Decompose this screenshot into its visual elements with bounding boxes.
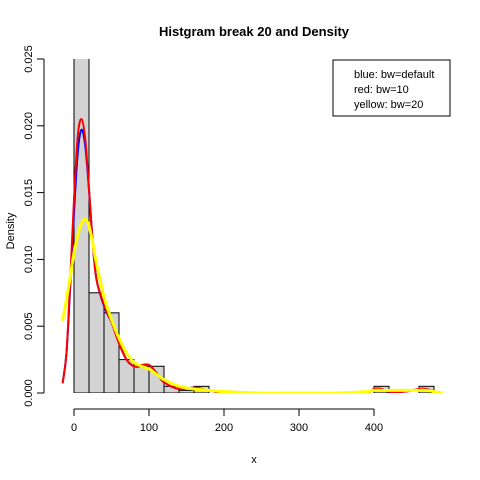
- y-tick-label-4: 0.020: [23, 112, 35, 140]
- density-curves: [61, 118, 443, 393]
- density-curve-2: [61, 217, 443, 393]
- y-tick-label-5: 0.025: [23, 45, 35, 73]
- density-curve-1: [61, 118, 443, 393]
- y-tick-label-1: 0.005: [23, 312, 35, 340]
- y-tick-label-0: 0.000: [23, 379, 35, 407]
- x-tick-label-3: 300: [290, 422, 308, 434]
- axes: 0 100 200 300 400 0.000 0.005 0.010 0.015 0.020 0.…: [23, 45, 383, 434]
- y-axis-label: Density: [5, 212, 17, 249]
- histogram-bar-0: [73, 59, 90, 393]
- y-tick-label-3: 0.015: [23, 179, 35, 207]
- histogram-bar-4: [133, 365, 150, 393]
- legend-entry-blue: blue: bw=default: [354, 69, 434, 81]
- x-axis-label: x: [251, 454, 257, 466]
- y-tick-label-2: 0.010: [23, 246, 35, 274]
- legend-box: [332, 59, 451, 117]
- density-curve-0: [61, 128, 443, 393]
- x-tick-label-2: 200: [215, 422, 233, 434]
- legend-entry-red: red: bw=10: [354, 84, 409, 96]
- histogram-bar-7: [178, 389, 195, 393]
- histogram-bars: [73, 59, 435, 393]
- x-tick-label-0: 0: [71, 422, 77, 434]
- x-tick-label-4: 400: [365, 422, 383, 434]
- x-tick-label-1: 100: [140, 422, 158, 434]
- histogram-bar-1: [88, 292, 105, 393]
- legend-entry-yellow: yellow: bw=20: [354, 99, 423, 111]
- legend: blue: bw=default red: bw=10 yellow: bw=2…: [332, 59, 451, 117]
- chart-title: Histgram break 20 and Density: [159, 24, 350, 39]
